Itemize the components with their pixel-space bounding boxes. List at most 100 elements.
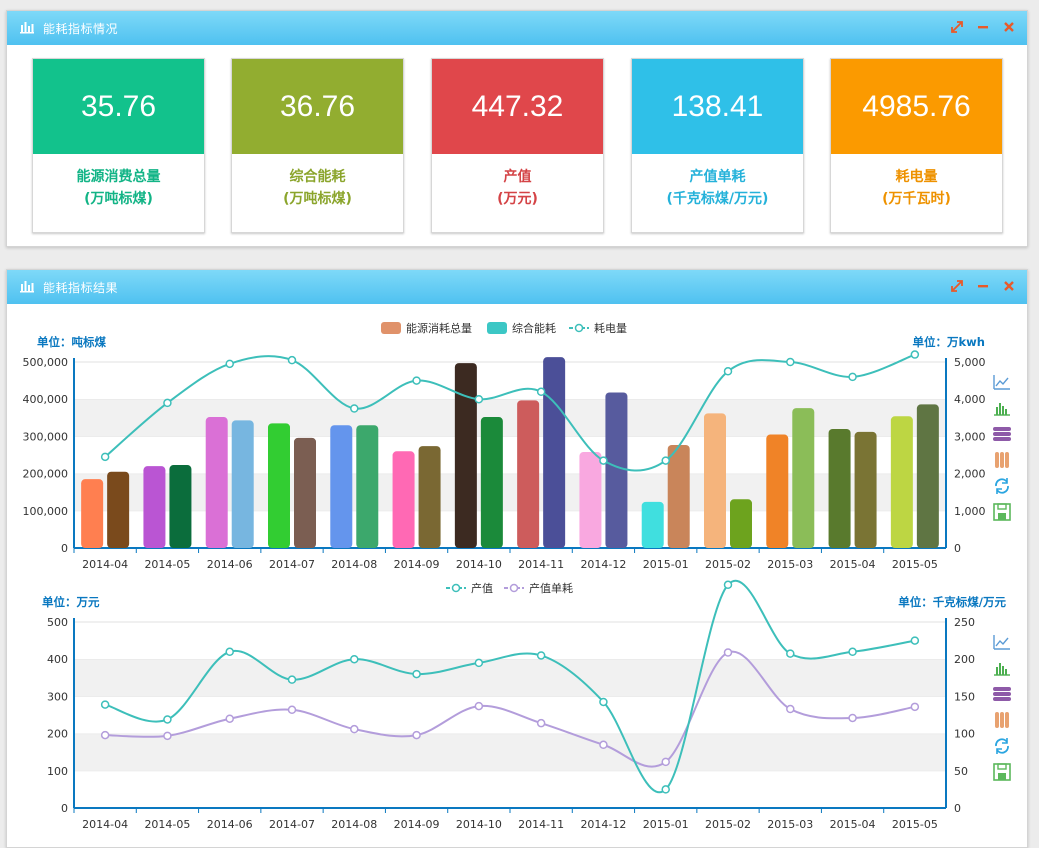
- tiled-icon-bar: [1005, 452, 1009, 468]
- kpi-card-electricity: 4985.76 耗电量 (万千瓦时): [830, 58, 1003, 233]
- x-tick-label: 2015-05: [892, 558, 938, 571]
- x-tick-label: 2014-12: [580, 558, 626, 571]
- restore-icon-arrow: [996, 478, 1008, 494]
- legend-item[interactable]: 耗电量: [569, 322, 627, 335]
- x-tick-label: 2015-01: [643, 558, 689, 571]
- tiled-icon-bar: [1005, 712, 1009, 728]
- line-point: [786, 649, 795, 658]
- line-point: [100, 700, 110, 709]
- save-image-icon[interactable]: [993, 763, 1011, 781]
- expand-icon[interactable]: [949, 19, 965, 35]
- grid-band: [74, 770, 946, 808]
- line-chart-icon[interactable]: [993, 635, 1010, 650]
- x-tick-label: 2014-05: [144, 818, 190, 831]
- close-icon[interactable]: [1001, 278, 1017, 294]
- x-tick-label: 2015-04: [830, 818, 876, 831]
- panel-title: 能耗指标结果: [43, 280, 119, 295]
- tiled-icon[interactable]: [995, 712, 1009, 728]
- line-point: [225, 647, 234, 657]
- line-point: [225, 714, 234, 723]
- line-point: [412, 376, 421, 385]
- stack-icon[interactable]: [993, 687, 1011, 701]
- bar-chart-icon-bar: [996, 667, 998, 675]
- kpi-value: 35.76: [33, 59, 204, 154]
- y-tick-label: 500,000: [23, 356, 69, 369]
- tiled-icon-bar: [995, 452, 999, 468]
- tiled-icon-bar: [995, 712, 999, 728]
- y-tick-label: 400,000: [23, 393, 69, 406]
- legend-item[interactable]: 产值: [446, 581, 493, 595]
- x-tick-label: 2015-03: [767, 818, 813, 831]
- kpi-unit: (万吨标煤): [84, 191, 153, 207]
- y-tick-label: 200: [47, 728, 68, 741]
- kpi-label: 综合能耗: [289, 169, 346, 185]
- line-point: [661, 785, 670, 794]
- x-tick-label: 2014-06: [207, 818, 253, 831]
- bar-chart-icon[interactable]: [994, 403, 1010, 416]
- bar-chart-icon[interactable]: [994, 663, 1010, 676]
- save-icon-slot: [997, 763, 1007, 770]
- bar: [579, 452, 602, 548]
- close-icon[interactable]: [1001, 19, 1017, 35]
- kpi-label: 耗电量: [895, 169, 938, 185]
- bar: [667, 444, 690, 548]
- line-point: [786, 357, 795, 367]
- line-point: [474, 394, 484, 404]
- save-image-icon[interactable]: [993, 503, 1011, 521]
- minimize-icon[interactable]: [975, 278, 991, 294]
- x-tick-label: 2014-11: [518, 818, 564, 831]
- expand-icon[interactable]: [949, 278, 965, 294]
- y2-tick-label: 4,000: [954, 393, 986, 406]
- restore-icon[interactable]: [995, 738, 1009, 754]
- minimize-icon[interactable]: [975, 19, 991, 35]
- stack-icon[interactable]: [993, 427, 1011, 441]
- stack-icon-bar: [993, 432, 1011, 436]
- legend-item[interactable]: 产值单耗: [504, 581, 573, 595]
- x-tick-label: 2015-03: [767, 558, 813, 571]
- y-tick-label: 200,000: [23, 468, 69, 481]
- y-tick-label: 400: [47, 653, 68, 666]
- y2-tick-label: 200: [954, 653, 975, 666]
- bar: [169, 465, 192, 548]
- bar: [330, 425, 353, 548]
- energy-indicators-panel: 能耗指标情况 35.76 能源消费总量 (万吨标煤) 36.76 综合能耗 (万吨标…: [6, 10, 1028, 247]
- legend-swatch: [381, 322, 401, 334]
- kpi-card-comprehensive-energy: 36.76 综合能耗 (万吨标煤): [231, 58, 404, 233]
- x-tick-label: 2014-07: [269, 818, 315, 831]
- x-tick-label: 2015-02: [705, 558, 751, 571]
- bar: [543, 357, 566, 548]
- y2-tick-label: 250: [954, 616, 975, 629]
- legend-item[interactable]: 综合能耗: [487, 321, 556, 335]
- x-tick-label: 2014-10: [456, 818, 502, 831]
- line-point: [599, 456, 608, 465]
- bar-chart-icon-bar: [1005, 669, 1007, 675]
- panel-header: 能耗指标结果: [7, 270, 1027, 304]
- y-tick-label: 0: [61, 542, 68, 555]
- stack-icon-bar: [993, 687, 1011, 691]
- right-unit-label: 单位：万kwh: [913, 335, 985, 349]
- tiled-icon[interactable]: [995, 452, 1009, 468]
- legend-item[interactable]: 能源消耗总量: [381, 321, 472, 335]
- x-tick-label: 2014-09: [394, 818, 440, 831]
- bar: [143, 466, 166, 548]
- left-unit-label: 单位：万元: [42, 595, 100, 609]
- line-point: [100, 730, 110, 740]
- y2-tick-label: 150: [954, 690, 975, 703]
- line-chart-icon[interactable]: [993, 375, 1010, 390]
- bar: [107, 471, 130, 548]
- line-point: [723, 648, 733, 657]
- restore-icon-arc: [995, 478, 1009, 494]
- bar-chart-icon-bar: [1002, 666, 1004, 675]
- line-point: [599, 740, 608, 750]
- legend-label: 综合能耗: [512, 321, 556, 335]
- line-point: [848, 713, 857, 723]
- x-tick-label: 2014-12: [580, 818, 626, 831]
- legend-line-marker: [574, 323, 584, 333]
- y2-tick-label: 1,000: [954, 505, 986, 518]
- kpi-value: 138.41: [632, 59, 803, 154]
- line-point: [599, 697, 608, 707]
- bar: [766, 434, 789, 548]
- restore-icon[interactable]: [995, 478, 1009, 494]
- y-tick-label: 300: [47, 690, 68, 703]
